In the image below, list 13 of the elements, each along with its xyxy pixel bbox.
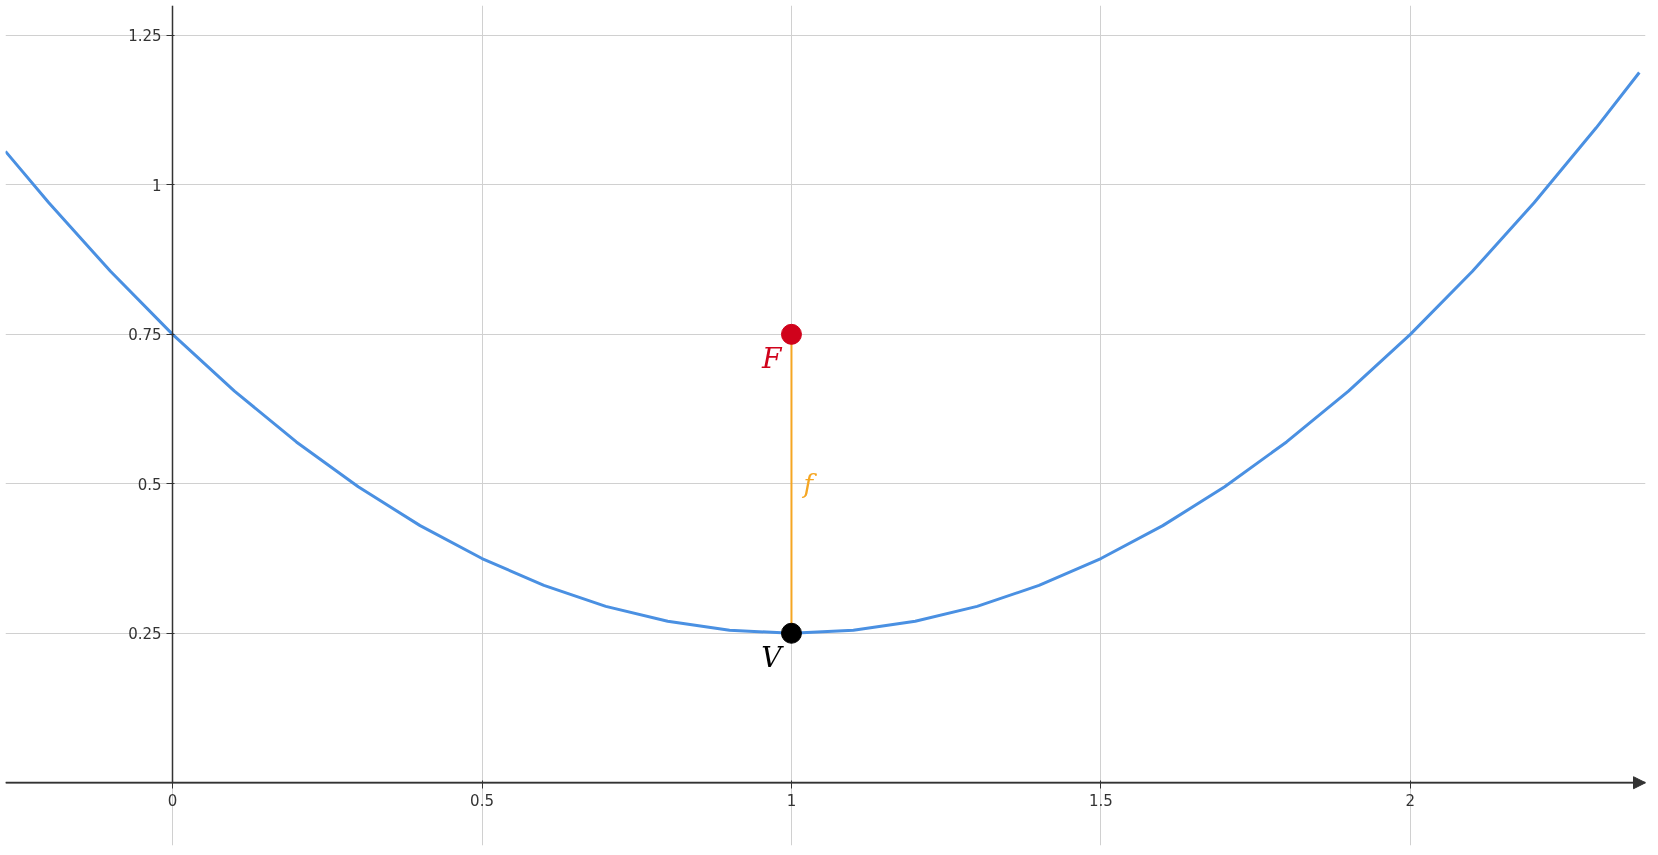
y-tick-label: 0.5	[137, 475, 162, 494]
x-tick-label: 2	[1405, 791, 1416, 810]
series-label: f	[801, 468, 818, 499]
x-tick-label: 0.5	[470, 791, 494, 810]
series-label: V	[761, 641, 785, 675]
y-tick-label: 1	[152, 176, 162, 195]
y-tick-label: 0.75	[128, 326, 162, 345]
series-label: F	[761, 342, 784, 376]
y-tick-label: 1.25	[128, 27, 162, 46]
x-tick-label: 1	[786, 791, 797, 810]
x-tick-label: 1.5	[1088, 791, 1113, 810]
x-tick-label: 0	[167, 791, 178, 810]
y-tick-label: 0.25	[128, 625, 162, 644]
